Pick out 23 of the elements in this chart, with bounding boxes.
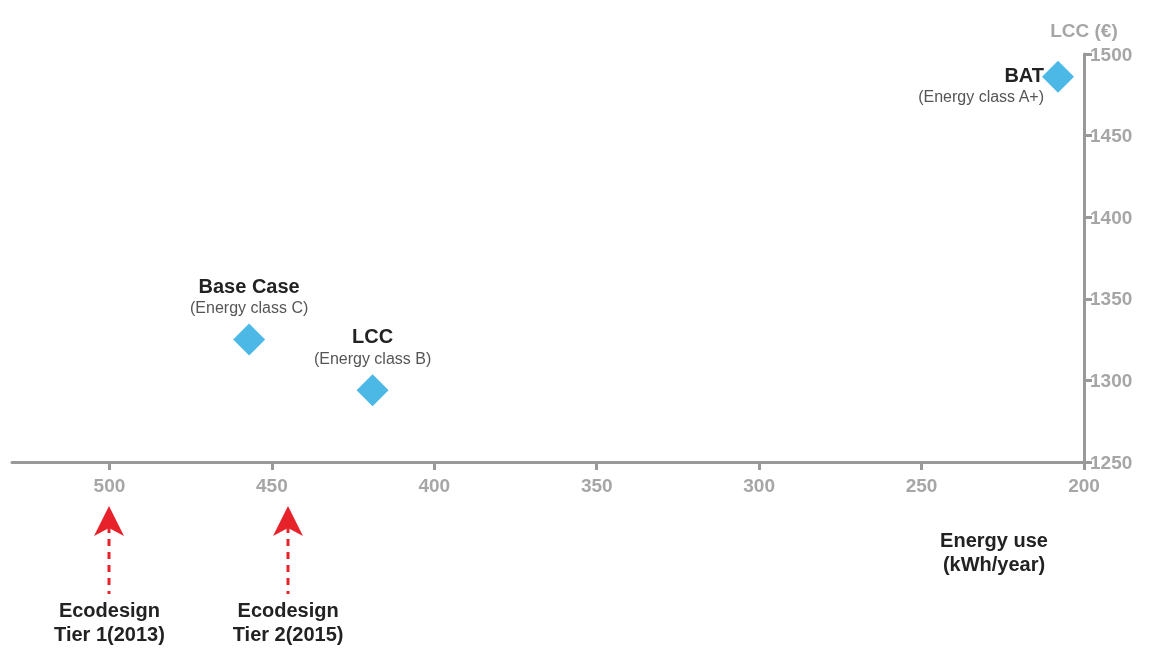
x-tick-label: 400 [418,475,451,496]
y-tick-label: 1300 [1090,369,1133,391]
y-axis-title: LCC (€) [1050,20,1118,41]
y-tick-label: 1250 [1090,451,1133,473]
x-tick-label: 500 [93,475,126,496]
point [1042,60,1075,93]
point [356,374,389,407]
x-tick-label: 200 [1068,475,1100,496]
x-axis-title: Energy use (kWh/year) [940,529,1048,575]
annotation: BAT (Energy class A+) [918,63,1045,106]
y-tick-label: 1500 [1090,43,1133,65]
ref-line-label: Ecodesign Tier 2(2015) [232,599,344,645]
x-tick-label: 350 [580,475,613,496]
point [233,323,266,356]
y-tick-label: 1350 [1090,288,1133,310]
annotation: Base Case (Energy class C) [190,274,309,317]
x-tick-label: 250 [905,475,938,496]
y-tick-label: 1450 [1090,125,1133,147]
annotation: LCC (Energy class B) [313,325,432,367]
x-tick-label: 300 [743,475,775,496]
x-tick-label: 450 [256,475,288,496]
ref-line-label: Ecodesign Tier 1(2013) [54,599,165,645]
y-tick-label: 1400 [1090,206,1133,228]
